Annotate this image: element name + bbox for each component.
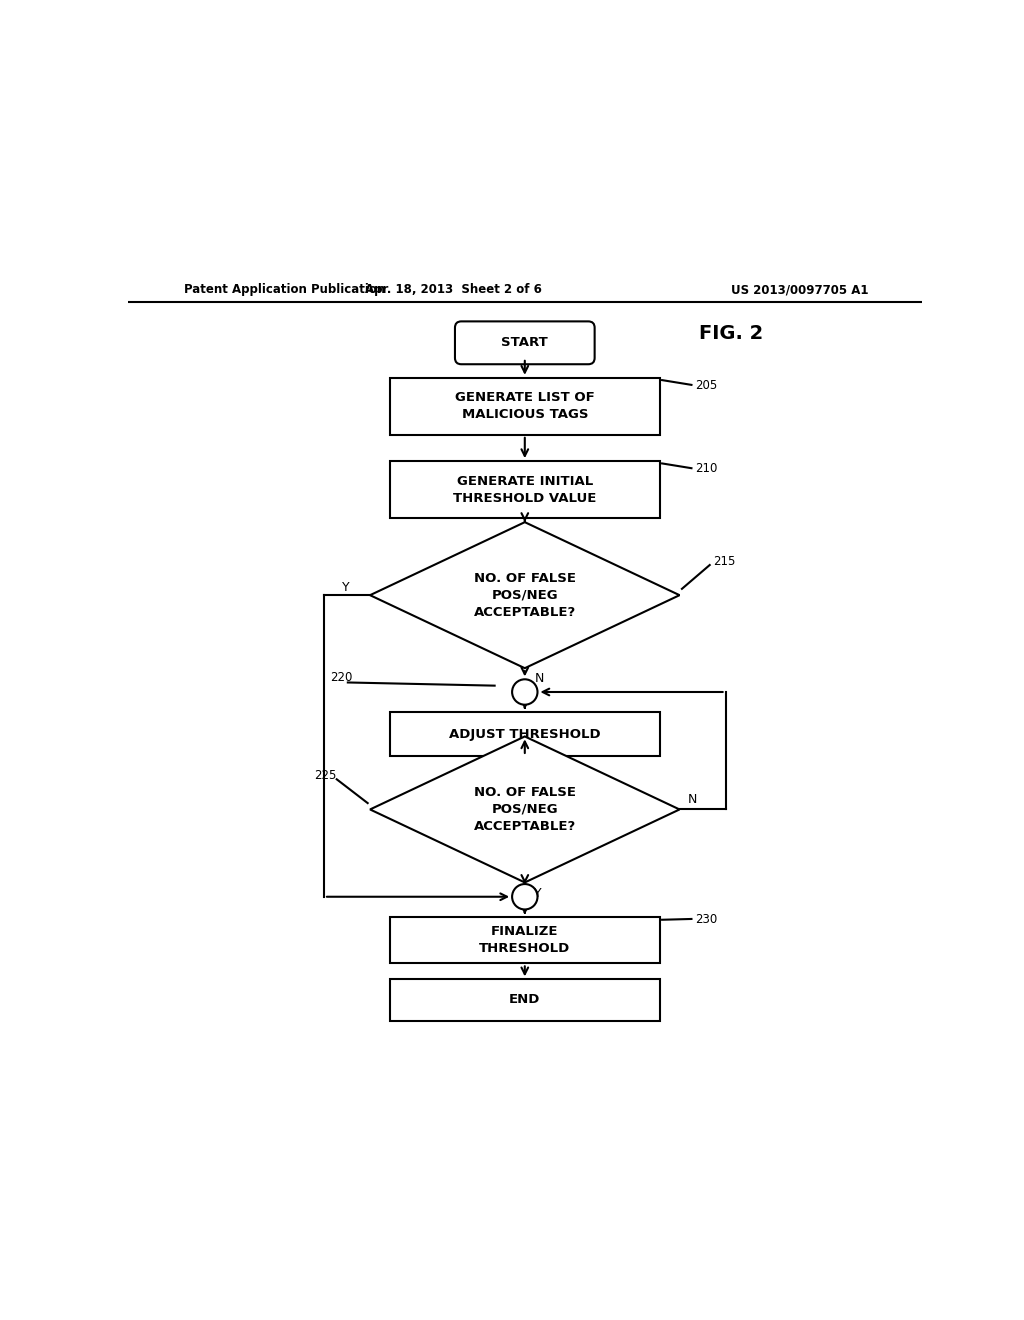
Text: GENERATE LIST OF
MALICIOUS TAGS: GENERATE LIST OF MALICIOUS TAGS [455, 391, 595, 421]
Bar [390, 378, 659, 434]
Bar [390, 461, 659, 519]
Text: Y: Y [342, 581, 350, 594]
Text: GENERATE INITIAL
THRESHOLD VALUE: GENERATE INITIAL THRESHOLD VALUE [453, 475, 597, 504]
Text: Y: Y [535, 887, 542, 900]
Text: N: N [535, 672, 544, 685]
Circle shape [512, 680, 538, 705]
Text: NO. OF FALSE
POS/NEG
ACCEPTABLE?: NO. OF FALSE POS/NEG ACCEPTABLE? [474, 572, 575, 619]
FancyBboxPatch shape [455, 321, 595, 364]
Text: 230: 230 [695, 913, 718, 925]
Circle shape [512, 884, 538, 909]
Text: FINALIZE
THRESHOLD: FINALIZE THRESHOLD [479, 925, 570, 956]
Text: END: END [509, 994, 541, 1006]
Bar [390, 917, 659, 964]
Text: Apr. 18, 2013  Sheet 2 of 6: Apr. 18, 2013 Sheet 2 of 6 [365, 282, 542, 296]
Text: Patent Application Publication: Patent Application Publication [183, 282, 385, 296]
Text: 225: 225 [314, 770, 337, 783]
Text: NO. OF FALSE
POS/NEG
ACCEPTABLE?: NO. OF FALSE POS/NEG ACCEPTABLE? [474, 785, 575, 833]
Text: START: START [502, 337, 548, 350]
Polygon shape [370, 737, 680, 883]
Text: 210: 210 [695, 462, 718, 475]
Polygon shape [370, 523, 680, 668]
Text: 205: 205 [695, 379, 718, 392]
Text: N: N [687, 793, 697, 807]
Text: 215: 215 [713, 554, 735, 568]
Text: 220: 220 [331, 671, 352, 684]
Text: US 2013/0097705 A1: US 2013/0097705 A1 [731, 282, 868, 296]
Text: FIG. 2: FIG. 2 [699, 323, 764, 343]
Bar [390, 979, 659, 1020]
Text: ADJUST THRESHOLD: ADJUST THRESHOLD [449, 727, 601, 741]
Bar [390, 713, 659, 756]
